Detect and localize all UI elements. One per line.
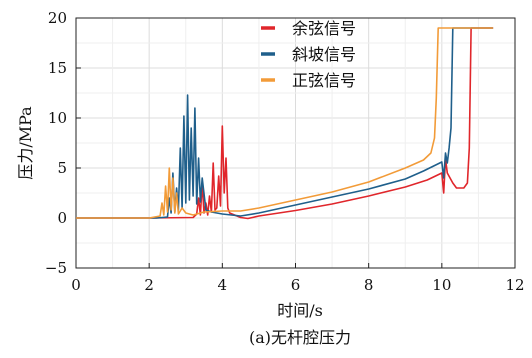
x-tick-label: 10 [432, 276, 451, 294]
figure-caption: (a)无杆腔压力 [249, 328, 351, 347]
x-tick-label: 0 [71, 276, 81, 294]
series-line-2 [76, 27, 494, 219]
legend-label: 余弦信号 [292, 19, 356, 38]
legend-label: 正弦信号 [292, 71, 356, 90]
series-line-1 [76, 27, 494, 219]
y-axis-title: 压力/MPa [16, 106, 35, 180]
x-tick-label: 12 [505, 276, 524, 294]
y-tick-label: 10 [48, 109, 67, 127]
x-tick-label: 6 [291, 276, 301, 294]
y-tick-label: 5 [57, 159, 67, 177]
y-tick-label: 15 [48, 59, 67, 77]
legend-label: 斜坡信号 [292, 45, 356, 64]
x-tick-label: 8 [364, 276, 374, 294]
y-tick-label: −5 [45, 259, 67, 277]
series-line-0 [76, 27, 494, 220]
y-tick-label: 0 [57, 209, 67, 227]
x-tick-label: 4 [218, 276, 228, 294]
y-tick-label: 20 [48, 9, 67, 27]
x-axis-title: 时间/s [277, 301, 323, 320]
series-lines [76, 27, 494, 220]
x-tick-label: 2 [144, 276, 154, 294]
